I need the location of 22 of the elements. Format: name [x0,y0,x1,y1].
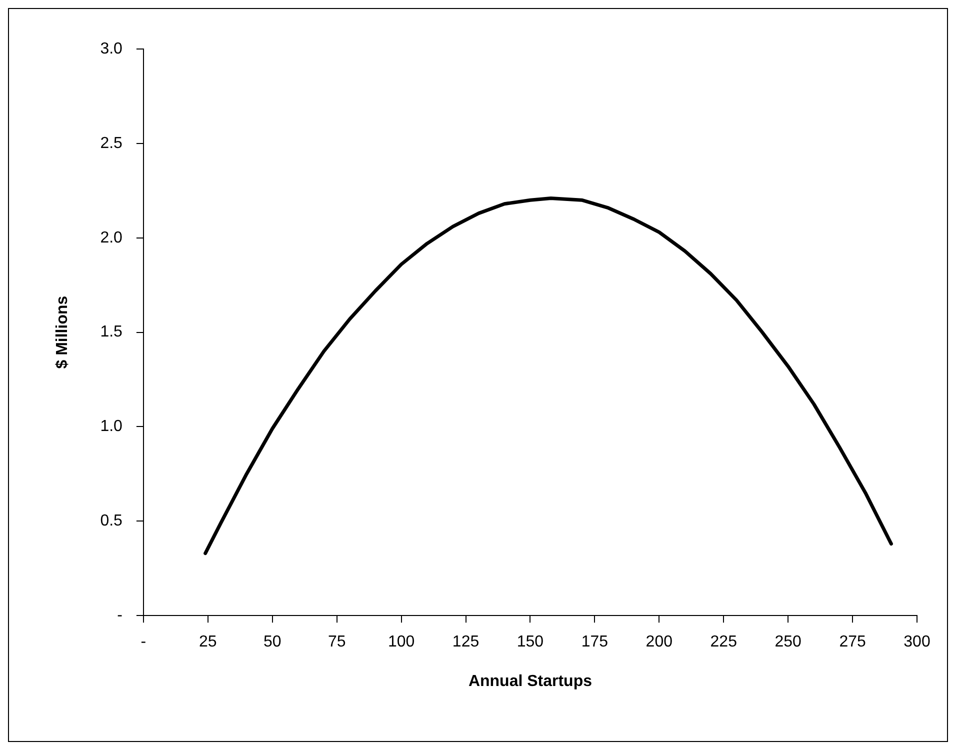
x-tick-label: 50 [263,634,282,651]
x-tick-label: 175 [581,634,608,651]
x-tick-label: 300 [904,634,930,651]
y-tick-label: 3.0 [100,40,123,58]
x-tick-label: 200 [646,634,673,651]
y-tick-label: 2.0 [100,229,123,246]
y-tick-label: - [117,607,122,624]
y-tick-label: 1.0 [100,418,123,436]
x-tick-label: 75 [328,634,346,651]
x-tick-label: - [140,634,146,651]
x-tick-label: 150 [516,634,544,651]
x-tick-label: 225 [710,634,738,651]
x-axis-title: Annual Startups [468,672,592,690]
x-tick-label: 125 [452,634,480,651]
x-tick-label: 275 [839,634,866,651]
x-tick-label: 25 [199,634,217,651]
y-tick-label: 2.5 [100,134,123,152]
x-tick-label: 250 [774,634,802,651]
y-axis-title: $ Millions [54,296,72,369]
y-tick-label: 1.5 [100,324,123,341]
y-tick-label: 0.5 [100,512,123,530]
x-tick-label: 100 [388,634,415,651]
